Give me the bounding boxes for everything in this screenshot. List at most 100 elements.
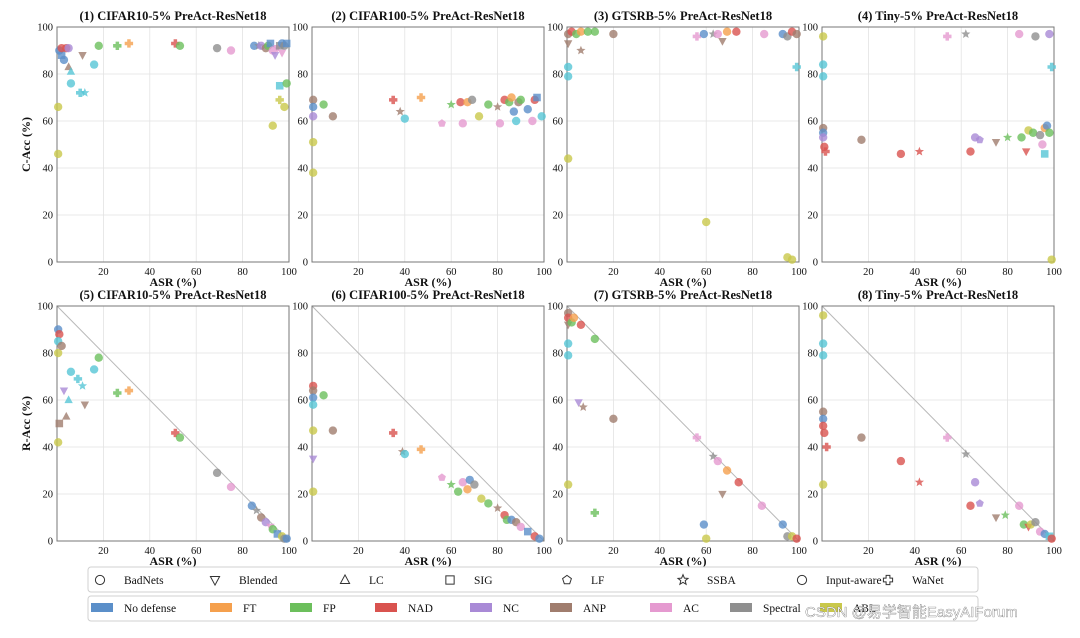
data-point	[437, 473, 446, 481]
x-tick-label: 80	[237, 267, 248, 278]
y-tick-label: 20	[43, 490, 54, 501]
data-point	[1021, 148, 1031, 157]
y-tick-label: 60	[553, 396, 564, 407]
data-point	[80, 401, 90, 410]
data-points	[818, 311, 1056, 543]
data-point	[818, 311, 828, 320]
legend-label: WaNet	[912, 575, 944, 587]
data-point	[319, 391, 328, 400]
data-point	[495, 119, 505, 128]
x-tick-label: 20	[353, 546, 364, 557]
x-axis-label: ASR (%)	[915, 275, 962, 289]
y-tick-label: 0	[813, 537, 818, 548]
legend-item-defense: FT	[210, 603, 256, 615]
y-tick-label: 0	[813, 258, 818, 269]
data-point	[914, 477, 924, 487]
legend-label: NAD	[408, 603, 433, 615]
x-tick-label: 60	[191, 546, 202, 557]
legend-marker-icon	[94, 574, 106, 586]
data-point	[574, 399, 583, 407]
x-tick-label: 80	[492, 267, 503, 278]
data-point	[55, 419, 64, 428]
data-point	[818, 480, 828, 489]
data-point	[708, 451, 718, 461]
data-point	[94, 353, 103, 362]
scatter-panel-2: 20 40 60 80 100 0 20 40 60 80 100 (2) CIFAR100-5% P…	[292, 9, 552, 289]
data-point	[266, 39, 275, 48]
legend-swatch	[375, 603, 397, 612]
legend-label: NC	[503, 603, 519, 615]
data-point	[509, 107, 519, 116]
data-point	[389, 428, 398, 438]
data-point	[76, 88, 85, 97]
x-tick-label: 80	[492, 546, 503, 557]
data-point	[857, 135, 866, 144]
data-point	[456, 98, 465, 107]
data-point	[308, 393, 318, 402]
data-point	[516, 95, 525, 105]
data-point	[1000, 510, 1010, 520]
data-point	[400, 114, 409, 123]
data-point	[1045, 29, 1054, 39]
legend-swatch	[290, 603, 312, 612]
x-tick-label: 60	[446, 546, 457, 557]
data-point	[975, 135, 984, 144]
legend-label: ABL	[853, 603, 876, 615]
x-tick-label: 100	[791, 267, 807, 278]
scatter-panel-1: 20 40 60 80 100 0 20 40 60 80 100 (1) CIFAR10-5% Pr…	[19, 9, 297, 289]
data-point	[991, 139, 1001, 147]
data-point	[1038, 140, 1047, 149]
data-point	[458, 119, 467, 128]
data-point	[389, 95, 398, 105]
y-tick-label: 40	[298, 164, 309, 175]
legend-marker-icon	[882, 574, 894, 586]
scatter-panel-8: 20 40 60 80 100 0 20 40 60 80 100 (8) Tiny-5% PreAc…	[802, 288, 1062, 568]
data-point	[576, 320, 586, 329]
data-point	[1045, 128, 1054, 137]
data-point	[66, 79, 76, 88]
legend-label: FP	[323, 603, 336, 615]
legend-marker-icon	[562, 574, 572, 585]
data-point	[563, 62, 573, 72]
data-point	[308, 168, 318, 177]
data-point	[273, 530, 282, 538]
watermark-text: CSDN @易学智能EasyAIForum	[805, 603, 1018, 621]
x-axis-label: ASR (%)	[405, 275, 452, 289]
data-point	[563, 154, 573, 163]
x-tick-label: 100	[281, 267, 297, 278]
scatter-panel-5: 20 40 60 80 100 0 20 40 60 80 100 (5) CIFAR10-5% Pr…	[19, 288, 297, 568]
data-point	[458, 478, 467, 487]
y-tick-label: 0	[48, 537, 53, 548]
data-point	[446, 479, 456, 489]
data-point	[308, 95, 318, 105]
data-point	[78, 52, 87, 60]
legend-item-attack: SSBA	[676, 573, 736, 587]
data-point	[818, 32, 828, 41]
data-point	[400, 449, 409, 459]
data-point	[943, 32, 952, 41]
data-point	[1042, 121, 1052, 130]
axes-frame	[311, 305, 545, 542]
y-tick-label: 60	[43, 117, 54, 128]
legend-item-defense: ABL	[820, 603, 876, 615]
data-point	[64, 395, 73, 404]
data-point	[516, 522, 525, 532]
x-tick-label: 40	[400, 546, 411, 557]
y-tick-label: 80	[553, 349, 564, 360]
y-tick-label: 100	[292, 302, 308, 313]
data-point	[563, 351, 573, 360]
data-points	[308, 93, 546, 177]
data-point	[55, 330, 64, 339]
y-tick-label: 40	[298, 443, 309, 454]
legend-marker-icon	[796, 574, 808, 586]
data-point	[175, 433, 185, 442]
legend-item-defense: NAD	[375, 603, 433, 615]
data-point	[609, 29, 618, 39]
legend-swatch	[550, 603, 572, 612]
data-point	[328, 426, 338, 435]
data-point	[1003, 132, 1013, 142]
data-point	[308, 426, 318, 435]
data-point	[1040, 150, 1049, 158]
y-tick-label: 60	[298, 117, 309, 128]
data-point	[609, 414, 618, 423]
